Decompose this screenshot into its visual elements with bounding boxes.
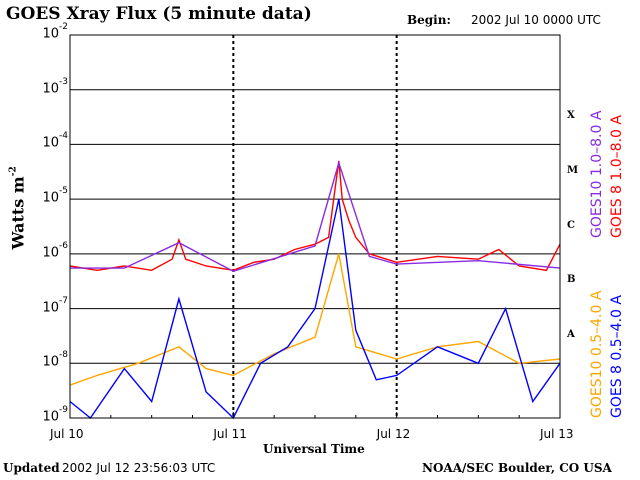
chart-title: GOES Xray Flux (5 minute data) xyxy=(6,4,312,24)
flare-class-a: A xyxy=(567,328,575,340)
y-tick-label: 10-9 xyxy=(42,405,68,425)
legend-goes10-long: GOES10 1.0–8.0 A xyxy=(589,110,605,238)
y-tick-label: 10-4 xyxy=(42,131,68,151)
legend-goes8-short: GOES 8 0.5–4.0 A xyxy=(609,295,625,418)
series-line-0 xyxy=(69,160,561,272)
y-tick-label: 10-6 xyxy=(42,240,68,261)
y-tick-label: 10-8 xyxy=(42,350,68,370)
flare-class-c: C xyxy=(567,219,575,231)
credit-text: NOAA/SEC Boulder, CO USA xyxy=(422,461,612,475)
flare-class-b: B xyxy=(567,274,576,286)
flare-class-x: X xyxy=(567,110,575,122)
x-tick-label: Jul 10 xyxy=(50,427,84,441)
y-tick-label: 10-5 xyxy=(42,186,68,206)
flare-class-m: M xyxy=(567,164,579,176)
x-tick-label: Jul 12 xyxy=(376,427,411,441)
x-tick-label: Jul 11 xyxy=(213,427,247,441)
updated-label: Updated xyxy=(3,461,60,475)
begin-value: 2002 Jul 10 0000 UTC xyxy=(471,13,601,27)
begin-label: Begin: xyxy=(407,13,451,27)
x-tick-label: Jul 13 xyxy=(540,427,574,441)
y-tick-label: 10-2 xyxy=(42,22,68,42)
series-line-2 xyxy=(69,253,561,386)
y-tick-label: 10-3 xyxy=(42,76,68,97)
y-tick-label: 10-7 xyxy=(42,295,68,315)
series-line-3 xyxy=(69,198,561,420)
updated-value: 2002 Jul 12 23:56:03 UTC xyxy=(62,461,216,475)
legend-goes10-short: GOES10 0.5–4.0 A xyxy=(589,290,605,418)
legend-goes8-long: GOES 8 1.0–8.0 A xyxy=(609,115,625,238)
x-axis-label: Universal Time xyxy=(263,442,365,456)
series-line-1 xyxy=(70,160,561,273)
